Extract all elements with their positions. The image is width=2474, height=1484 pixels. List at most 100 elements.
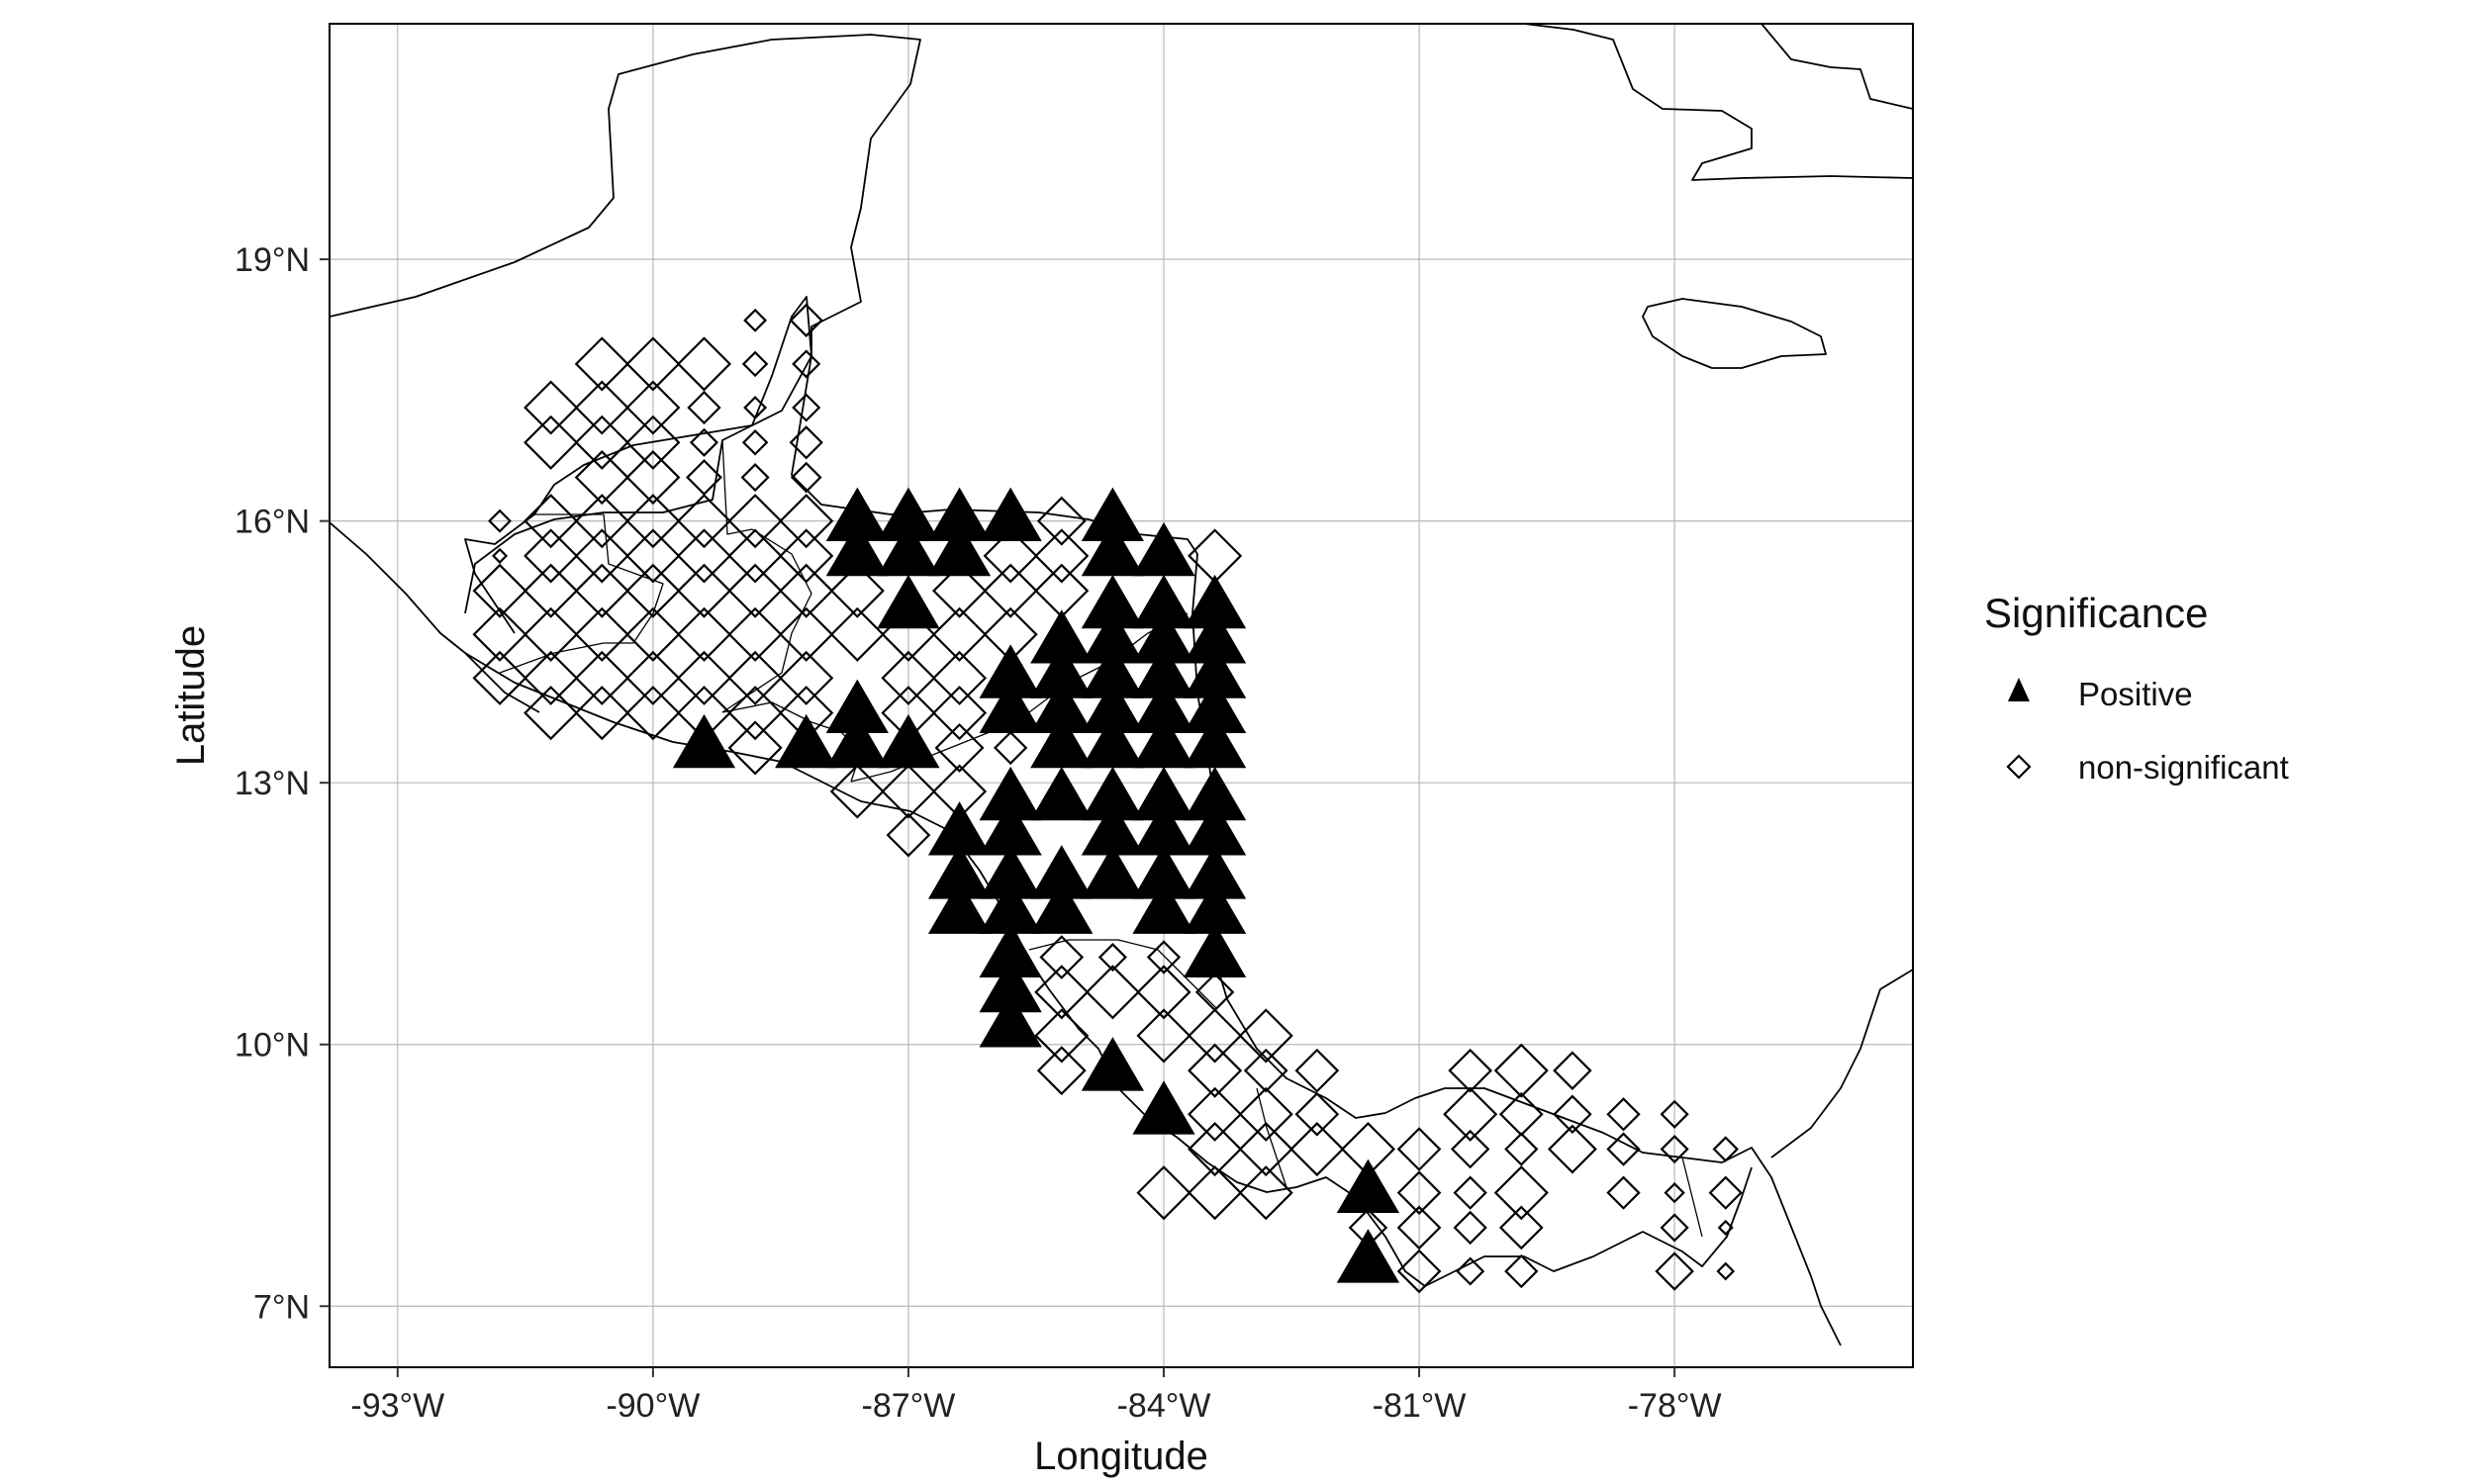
point-non-significant-20	[625, 449, 681, 506]
point-positive-16	[1132, 609, 1195, 664]
point-non-significant-38	[779, 528, 834, 584]
point-non-significant-1	[625, 336, 681, 392]
point-non-significant-8	[574, 380, 629, 435]
point-positive-17	[1184, 609, 1247, 664]
point-non-significant-91	[1034, 965, 1090, 1020]
point-non-significant-83	[994, 730, 1028, 766]
point-positive-41	[1184, 766, 1247, 821]
x-tick-label-2: -87°W	[862, 1387, 956, 1425]
point-non-significant-18	[789, 425, 823, 460]
point-non-significant-142	[1504, 1253, 1539, 1289]
point-positive-51	[1132, 845, 1195, 899]
point-positive-53	[927, 880, 992, 934]
point-non-significant-122	[1606, 1132, 1641, 1166]
point-non-significant-77	[727, 686, 783, 741]
point-positive-60	[979, 958, 1042, 1013]
coastline-south-america	[1770, 969, 1913, 1159]
point-positive-63	[1132, 1080, 1195, 1135]
point-non-significant-44	[574, 563, 629, 618]
point-positive-54	[979, 880, 1042, 934]
x-tick-label-3: -84°W	[1117, 1387, 1211, 1425]
point-non-significant-28	[676, 494, 732, 549]
point-non-significant-64	[472, 650, 527, 705]
border-mexico-guatemala	[499, 513, 664, 674]
point-non-significant-27	[625, 494, 681, 549]
point-non-significant-124	[1712, 1136, 1740, 1162]
point-non-significant-141	[1456, 1256, 1485, 1286]
point-positive-4	[1081, 487, 1145, 542]
point-non-significant-137	[1498, 1205, 1544, 1251]
point-non-significant-74	[574, 686, 629, 741]
point-non-significant-0	[574, 336, 629, 392]
point-non-significant-92	[1085, 965, 1140, 1020]
point-non-significant-113	[1553, 1051, 1592, 1090]
point-non-significant-32	[491, 547, 509, 564]
x-tick-label-5: -78°W	[1628, 1387, 1722, 1425]
point-non-significant-66	[574, 650, 629, 705]
point-non-significant-70	[779, 650, 834, 705]
point-non-significant-17	[741, 429, 769, 456]
point-non-significant-133	[1708, 1175, 1743, 1210]
point-positive-27	[1132, 679, 1195, 734]
point-positive-21	[1132, 644, 1195, 698]
point-non-significant-115	[1238, 1121, 1293, 1177]
point-positive-20	[1081, 644, 1145, 698]
point-non-significant-89	[1097, 942, 1127, 973]
point-positive-62	[1081, 1037, 1145, 1091]
point-positive-38	[1030, 766, 1094, 821]
point-non-significant-34	[574, 528, 629, 584]
point-non-significant-14	[574, 415, 629, 470]
x-tick-label-1: -90°W	[606, 1387, 700, 1425]
point-non-significant-85	[881, 764, 936, 819]
point-positive-28	[1184, 679, 1247, 734]
point-non-significant-50	[932, 563, 988, 618]
point-positive-57	[1184, 880, 1247, 934]
point-non-significant-23	[790, 461, 822, 494]
point-non-significant-9	[625, 380, 681, 435]
point-non-significant-130	[1493, 1165, 1549, 1221]
legend: Significance Positive non-significant	[1984, 590, 2289, 786]
point-positive-49	[1030, 845, 1094, 899]
point-non-significant-37	[727, 528, 783, 584]
data-points	[472, 303, 1743, 1294]
point-positive-15	[1081, 609, 1145, 664]
point-positive-42	[927, 801, 992, 856]
point-non-significant-54	[523, 606, 579, 662]
point-non-significant-60	[829, 606, 885, 662]
point-positive-26	[1081, 679, 1145, 734]
point-positive-52	[1184, 845, 1247, 899]
point-non-significant-118	[1396, 1127, 1442, 1171]
point-non-significant-47	[727, 563, 783, 618]
point-non-significant-6	[792, 349, 821, 379]
border-nicaragua-costa-rica	[1028, 939, 1218, 1010]
point-positive-31	[825, 713, 889, 769]
point-non-significant-59	[779, 606, 834, 662]
legend-key-non-significant-diamond-icon	[2006, 754, 2032, 780]
point-non-significant-4	[789, 303, 823, 337]
point-positive-56	[1132, 880, 1195, 934]
point-non-significant-26	[574, 494, 629, 549]
point-non-significant-110	[1660, 1099, 1689, 1129]
point-non-significant-111	[1448, 1048, 1493, 1093]
legend-title: Significance	[1984, 590, 2208, 636]
point-positive-12	[1132, 574, 1195, 629]
x-axis-tick-labels: -93°W -90°W -87°W -84°W -81°W -78°W	[350, 1387, 1721, 1425]
point-positive-6	[877, 521, 940, 577]
point-positive-59	[1184, 923, 1247, 977]
y-tick-label-3: 16°N	[235, 504, 310, 541]
x-tick-label-0: -93°W	[350, 1387, 444, 1425]
point-non-significant-114	[1188, 1121, 1243, 1177]
point-non-significant-121	[1547, 1124, 1597, 1174]
coastline-cuba-east	[1760, 24, 1913, 110]
point-non-significant-80	[932, 686, 988, 741]
point-non-significant-46	[676, 563, 732, 618]
point-positive-55	[1030, 880, 1094, 934]
coastline-mexico-pacific	[330, 521, 540, 713]
point-non-significant-73	[523, 686, 579, 741]
point-positive-7	[927, 521, 992, 577]
border-guatemala-honduras	[721, 528, 812, 713]
y-tick-label-4: 19°N	[235, 241, 310, 279]
coastline-mexico-yucatan	[330, 34, 921, 634]
point-non-significant-58	[727, 606, 783, 662]
point-positive-34	[1081, 713, 1145, 769]
